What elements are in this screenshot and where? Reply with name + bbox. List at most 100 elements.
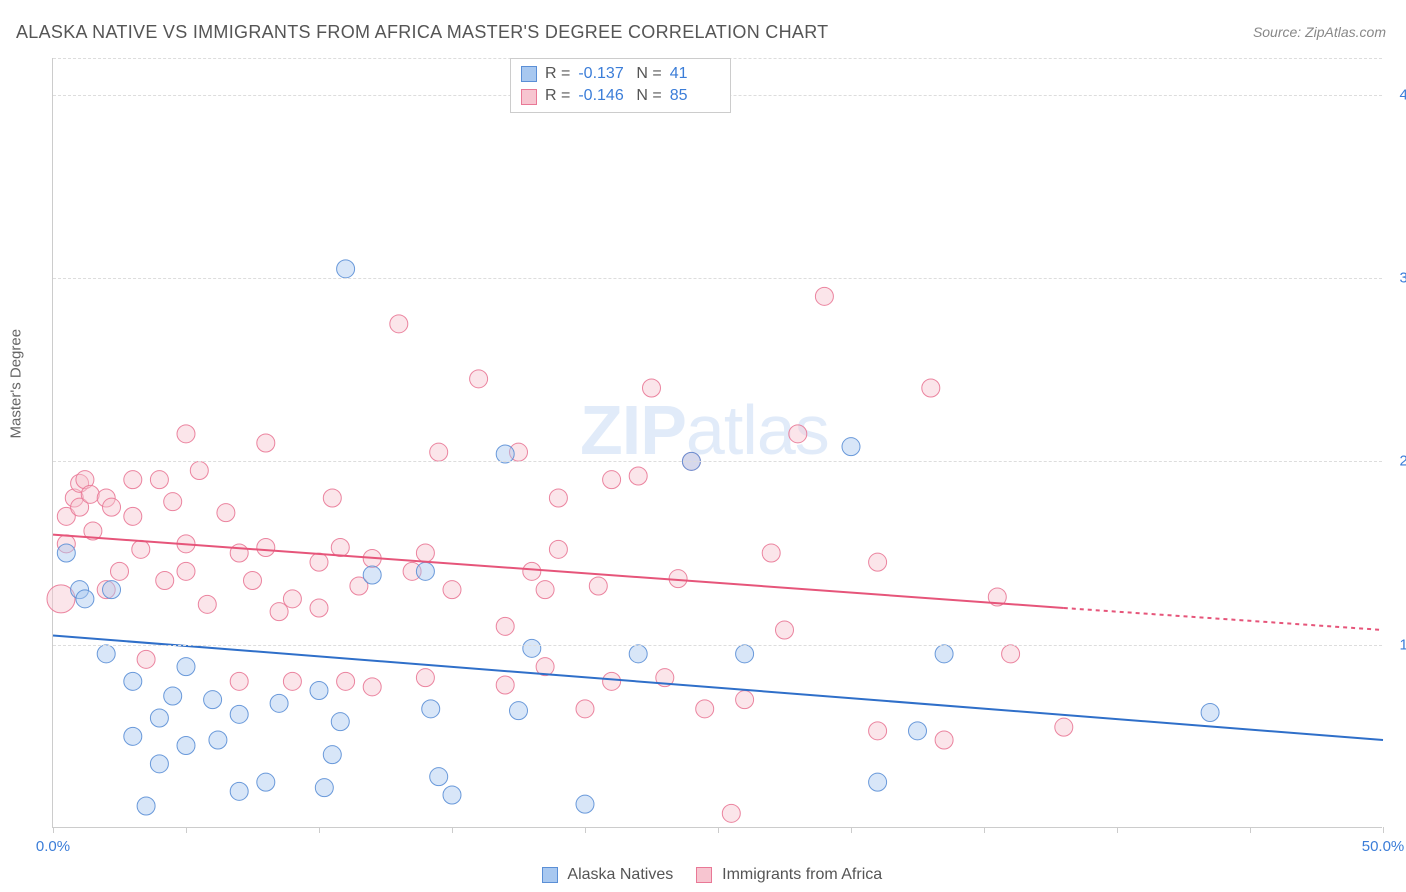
x-tick-label: 50.0%	[1362, 838, 1405, 855]
x-tick	[585, 827, 586, 833]
data-point	[789, 425, 807, 443]
y-tick-label: 30.0%	[1399, 270, 1406, 287]
data-point	[815, 287, 833, 305]
data-point	[722, 804, 740, 822]
y-axis-label: Master's Degree	[8, 329, 25, 439]
x-tick	[452, 827, 453, 833]
data-point	[198, 595, 216, 613]
data-point	[150, 709, 168, 727]
data-point	[137, 797, 155, 815]
x-tick	[319, 827, 320, 833]
data-point	[177, 658, 195, 676]
data-point	[696, 700, 714, 718]
data-point	[589, 577, 607, 595]
stats-row-blue: R =-0.137 N =41	[521, 63, 720, 85]
data-point	[177, 425, 195, 443]
data-point	[124, 507, 142, 525]
grid-line	[53, 278, 1382, 279]
grid-line	[53, 645, 1382, 646]
trend-line	[1064, 608, 1383, 630]
data-point	[337, 260, 355, 278]
data-point	[363, 678, 381, 696]
data-point	[576, 700, 594, 718]
data-point	[430, 443, 448, 461]
data-point	[776, 621, 794, 639]
data-point	[209, 731, 227, 749]
data-point	[416, 669, 434, 687]
data-point	[97, 645, 115, 663]
swatch-blue	[521, 66, 537, 82]
trend-line	[53, 636, 1383, 741]
legend-swatch-pink	[696, 867, 712, 883]
data-point	[869, 722, 887, 740]
swatch-pink	[521, 89, 537, 105]
data-point	[1002, 645, 1020, 663]
data-point	[283, 672, 301, 690]
data-point	[257, 434, 275, 452]
data-point	[124, 471, 142, 489]
data-point	[150, 471, 168, 489]
data-point	[416, 544, 434, 562]
data-point	[935, 731, 953, 749]
data-point	[137, 650, 155, 668]
legend-label-blue: Alaska Natives	[567, 866, 673, 883]
data-point	[177, 562, 195, 580]
grid-line	[53, 461, 1382, 462]
data-point	[177, 737, 195, 755]
legend-swatch-blue	[542, 867, 558, 883]
data-point	[257, 773, 275, 791]
data-point	[935, 645, 953, 663]
data-point	[270, 603, 288, 621]
y-tick-label: 40.0%	[1399, 86, 1406, 103]
data-point	[629, 467, 647, 485]
data-point	[523, 562, 541, 580]
data-point	[310, 553, 328, 571]
data-point	[909, 722, 927, 740]
x-tick	[186, 827, 187, 833]
x-tick	[718, 827, 719, 833]
data-point	[549, 540, 567, 558]
x-tick	[1117, 827, 1118, 833]
data-point	[576, 795, 594, 813]
data-point	[549, 489, 567, 507]
data-point	[81, 485, 99, 503]
data-point	[390, 315, 408, 333]
data-point	[1055, 718, 1073, 736]
data-point	[629, 645, 647, 663]
x-tick-label: 0.0%	[36, 838, 70, 855]
data-point	[124, 727, 142, 745]
data-point	[331, 713, 349, 731]
data-point	[230, 544, 248, 562]
data-point	[103, 581, 121, 599]
scatter-svg	[53, 58, 1382, 827]
data-point	[257, 539, 275, 557]
data-point	[111, 562, 129, 580]
data-point	[57, 544, 75, 562]
data-point	[230, 672, 248, 690]
data-point	[536, 581, 554, 599]
data-point	[603, 672, 621, 690]
data-point	[337, 672, 355, 690]
data-point	[430, 768, 448, 786]
x-tick	[1250, 827, 1251, 833]
data-point	[103, 498, 121, 516]
data-point	[150, 755, 168, 773]
chart-title: ALASKA NATIVE VS IMMIGRANTS FROM AFRICA …	[16, 22, 828, 43]
y-tick-label: 10.0%	[1399, 636, 1406, 653]
data-point	[244, 572, 262, 590]
data-point	[1201, 704, 1219, 722]
data-point	[124, 672, 142, 690]
data-point	[323, 489, 341, 507]
data-point	[416, 562, 434, 580]
data-point	[736, 645, 754, 663]
data-point	[603, 471, 621, 489]
data-point	[310, 599, 328, 617]
data-point	[922, 379, 940, 397]
bottom-legend: Alaska Natives Immigrants from Africa	[0, 866, 1406, 884]
data-point	[496, 445, 514, 463]
data-point	[869, 553, 887, 571]
data-point	[443, 581, 461, 599]
data-point	[164, 687, 182, 705]
data-point	[496, 617, 514, 635]
data-point	[310, 682, 328, 700]
